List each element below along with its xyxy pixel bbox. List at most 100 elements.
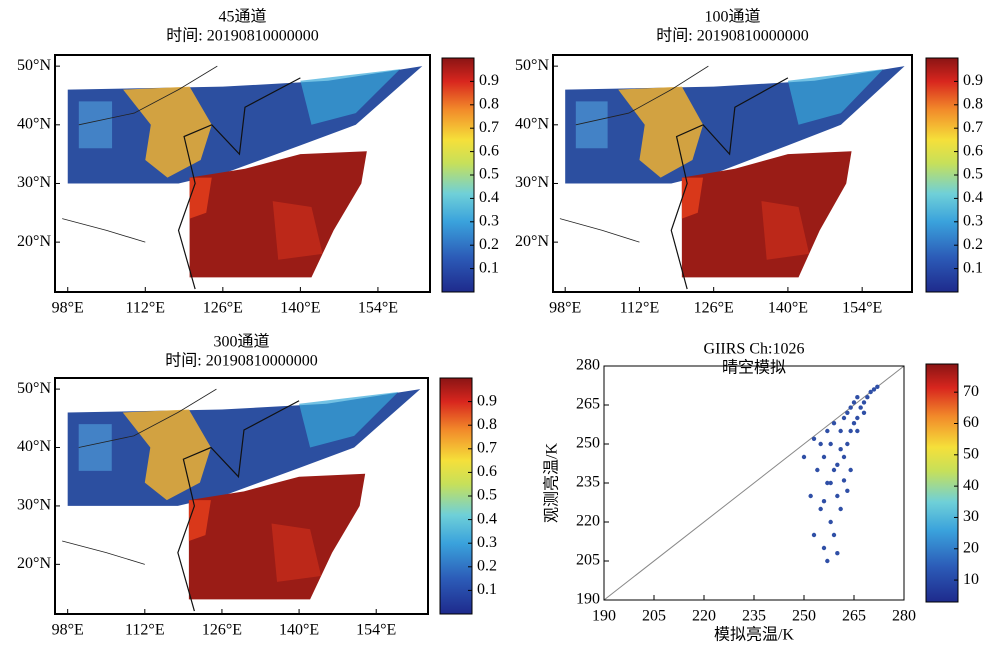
colorbar-tick-label: 40 bbox=[963, 477, 979, 494]
point bbox=[825, 558, 830, 564]
point bbox=[845, 488, 850, 493]
map-field bbox=[300, 69, 401, 125]
colorbar-tick-label: 60 bbox=[963, 414, 979, 431]
colorbar-tick-label: 0.9 bbox=[479, 72, 499, 89]
colorbar-tick-label: 0.7 bbox=[963, 119, 983, 136]
point bbox=[875, 384, 880, 389]
colorbar-tick-label: 0.2 bbox=[479, 236, 499, 253]
point bbox=[821, 545, 827, 551]
colorbar-tick-label: 0.6 bbox=[477, 463, 497, 480]
x-tick-label: 220 bbox=[692, 608, 716, 625]
coastline bbox=[177, 400, 300, 612]
x-tick-label: 112°E bbox=[620, 300, 660, 317]
colorbar-tick-label: 0.9 bbox=[963, 72, 983, 89]
colorbar-tick-label: 0.6 bbox=[963, 142, 983, 159]
point bbox=[815, 467, 820, 473]
point bbox=[818, 441, 823, 447]
map-field bbox=[299, 392, 399, 448]
border bbox=[62, 388, 217, 565]
point bbox=[835, 493, 840, 499]
y-tick-label: 50°N bbox=[17, 57, 51, 74]
map-field bbox=[681, 177, 704, 219]
x-tick-label: 112°E bbox=[125, 300, 165, 317]
point bbox=[845, 441, 850, 447]
point bbox=[828, 441, 833, 447]
map-field bbox=[272, 201, 323, 260]
point bbox=[855, 415, 860, 421]
chart-subtitle: 时间: 20190810000000 bbox=[656, 27, 808, 45]
colorbar-tick-label: 0.9 bbox=[477, 392, 497, 409]
colorbar-tick-label: 0.5 bbox=[963, 166, 983, 183]
map-field bbox=[122, 409, 211, 501]
map-field bbox=[618, 86, 704, 178]
map-field bbox=[761, 201, 810, 260]
chart-subtitle: 时间: 20190810000000 bbox=[166, 27, 318, 45]
point bbox=[808, 493, 813, 499]
point bbox=[838, 447, 843, 452]
x-tick-label: 126°E bbox=[694, 300, 734, 317]
point bbox=[851, 421, 857, 426]
x-axis-label: 模拟亮温/K bbox=[714, 626, 794, 644]
colorbar-tick-label: 0.8 bbox=[477, 416, 497, 433]
y-tick-label: 280 bbox=[576, 357, 600, 374]
point bbox=[821, 499, 827, 504]
map-field bbox=[271, 523, 322, 582]
point bbox=[855, 428, 860, 434]
x-tick-label: 140°E bbox=[280, 300, 320, 317]
y-tick-label: 235 bbox=[576, 474, 600, 491]
plot-frame bbox=[54, 54, 431, 293]
plot-frame bbox=[552, 54, 913, 293]
map-field bbox=[123, 86, 212, 178]
border bbox=[62, 65, 218, 243]
x-tick-label: 154°E bbox=[356, 622, 396, 639]
point bbox=[868, 389, 873, 395]
point bbox=[848, 405, 853, 410]
point bbox=[838, 506, 843, 512]
coastline bbox=[177, 77, 301, 290]
colorbar-tick-label: 0.7 bbox=[479, 119, 499, 136]
point bbox=[831, 532, 837, 538]
y-axis-label: 观测亮温/K bbox=[543, 443, 561, 523]
point bbox=[855, 395, 860, 400]
map-field bbox=[188, 500, 211, 541]
x-tick-label: 250 bbox=[792, 608, 816, 625]
colorbar bbox=[439, 377, 473, 615]
colorbar-tick-label: 0.3 bbox=[479, 212, 499, 229]
colorbar-tick-label: 0.5 bbox=[477, 487, 497, 504]
point bbox=[801, 454, 807, 460]
point bbox=[848, 428, 853, 434]
colorbar-tick-label: 0.4 bbox=[477, 510, 497, 527]
x-tick-label: 126°E bbox=[203, 300, 243, 317]
colorbar-tick-label: 0.6 bbox=[479, 142, 499, 159]
x-tick-label: 126°E bbox=[202, 622, 242, 639]
colorbar-tick-label: 0.4 bbox=[963, 189, 983, 206]
chart-subtitle: 时间: 20190810000000 bbox=[165, 352, 317, 370]
point bbox=[841, 415, 847, 421]
x-tick-label: 98°E bbox=[52, 300, 84, 317]
point bbox=[841, 478, 847, 483]
y-tick-label: 30°N bbox=[17, 497, 51, 514]
point bbox=[828, 519, 833, 525]
map-field bbox=[189, 177, 212, 219]
colorbar-tick-label: 0.4 bbox=[479, 189, 499, 206]
colorbar-tick-label: 0.8 bbox=[963, 95, 983, 112]
colorbar bbox=[441, 57, 475, 293]
x-tick-label: 112°E bbox=[125, 622, 165, 639]
y-tick-label: 30°N bbox=[515, 174, 549, 191]
point bbox=[811, 436, 817, 441]
colorbar-tick-label: 0.3 bbox=[477, 534, 497, 551]
map-field bbox=[575, 101, 608, 149]
point bbox=[851, 400, 857, 405]
y-tick-label: 265 bbox=[576, 396, 600, 413]
y-tick-label: 20°N bbox=[17, 555, 51, 572]
y-tick-label: 190 bbox=[576, 591, 600, 608]
colorbar-tick-label: 0.1 bbox=[477, 581, 497, 598]
y-tick-label: 20°N bbox=[17, 233, 51, 250]
point bbox=[825, 428, 830, 434]
coastline bbox=[670, 77, 789, 290]
y-tick-label: 50°N bbox=[17, 380, 51, 397]
point bbox=[858, 405, 863, 410]
point bbox=[821, 454, 827, 460]
point bbox=[835, 462, 840, 467]
point bbox=[811, 532, 817, 538]
